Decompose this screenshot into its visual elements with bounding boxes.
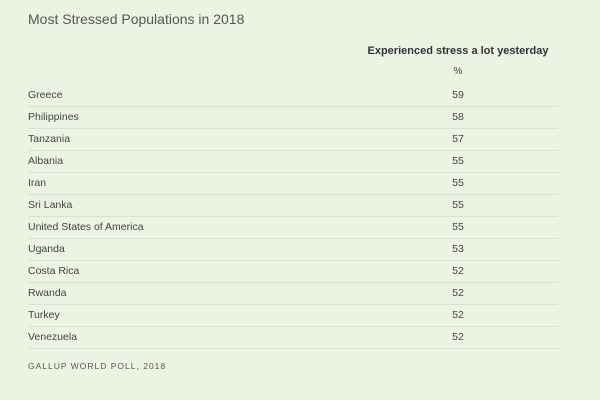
country-label: Iran	[28, 177, 47, 189]
country-label: Uganda	[28, 243, 65, 255]
country-label: Costa Rica	[28, 265, 80, 277]
unit-label: %	[453, 66, 463, 77]
country-label: Rwanda	[28, 287, 67, 299]
stress-value: 55	[452, 199, 464, 211]
country-label: Turkey	[28, 309, 60, 321]
stress-value: 52	[452, 265, 464, 277]
stress-value: 59	[452, 89, 464, 101]
stress-value: 58	[452, 111, 464, 123]
table-row: Venezuela 52	[28, 326, 558, 349]
stress-value: 55	[452, 221, 464, 233]
stress-value: 55	[452, 177, 464, 189]
stress-value: 52	[452, 331, 464, 343]
table-row: United States of America 55	[28, 216, 558, 239]
table-row: Turkey 52	[28, 304, 558, 327]
source-note: GALLUP WORLD POLL, 2018	[28, 361, 167, 371]
table-row: Greece 59	[28, 84, 558, 107]
table-row: Iran 55	[28, 172, 558, 195]
table-row: Tanzania 57	[28, 128, 558, 151]
column-header: Experienced stress a lot yesterday	[367, 45, 549, 57]
country-label: Greece	[28, 89, 63, 101]
stress-value: 52	[452, 309, 464, 321]
country-label: Albania	[28, 155, 64, 167]
table-row: Albania 55	[28, 150, 558, 173]
country-label: Sri Lanka	[28, 199, 73, 211]
country-label: Tanzania	[28, 133, 71, 145]
country-label: Venezuela	[28, 331, 78, 343]
stress-value: 53	[452, 243, 464, 255]
table-row: Uganda 53	[28, 238, 558, 261]
table-title: Most Stressed Populations in 2018	[28, 11, 245, 27]
table-row: Sri Lanka 55	[28, 194, 558, 217]
stress-value: 52	[452, 287, 464, 299]
country-label: United States of America	[28, 221, 144, 233]
country-label: Philippines	[28, 111, 79, 123]
stress-value: 55	[452, 155, 464, 167]
table-row: Costa Rica 52	[28, 260, 558, 283]
table-row: Philippines 58	[28, 106, 558, 129]
stress-value: 57	[452, 133, 464, 145]
table-row: Rwanda 52	[28, 282, 558, 305]
